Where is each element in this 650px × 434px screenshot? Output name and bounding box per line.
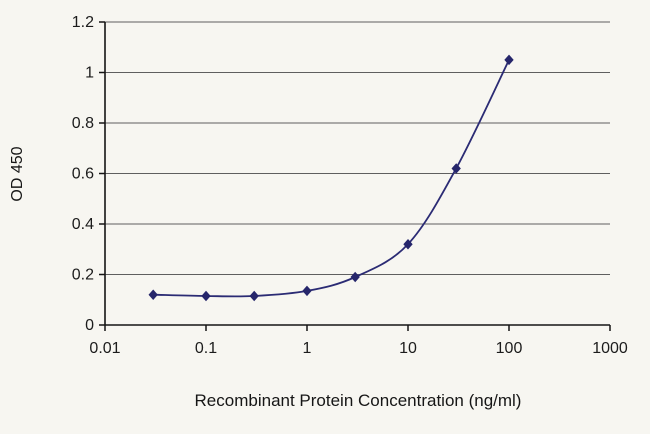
data-point-marker [504,54,514,66]
gridlines [105,21,610,275]
x-tick-label: 1 [303,340,312,357]
y-axis-title: OD 450 [9,146,26,201]
x-tick-label: 0.1 [195,340,217,357]
tick-labels: 0 0.2 0.4 0.6 0.8 1 1.2 0.01 0.1 1 10 100 1000 [72,14,628,357]
data-point-marker [451,163,461,174]
x-tick-label: 10 [399,340,417,357]
y-tick-label: 0.4 [72,216,94,233]
y-tick-label: 0.8 [72,115,94,132]
y-tick-label: 1 [85,65,94,82]
x-tick-label: 100 [496,340,523,357]
axes [99,21,611,331]
x-axis-title: Recombinant Protein Concentration (ng/ml… [195,391,522,410]
y-tick-label: 0 [85,317,94,334]
data-point-marker [201,290,211,302]
data-point-marker [403,238,413,250]
data-point-marker [148,289,158,300]
data-point-marker [302,285,312,297]
data-point-marker [249,290,259,302]
data-point-marker [350,271,360,283]
series-line [153,59,510,298]
data-series [148,54,514,302]
y-tick-label: 1.2 [72,14,94,31]
x-tick-label: 1000 [592,340,628,357]
x-tick-label: 0.01 [89,340,120,357]
y-tick-label: 0.6 [72,166,94,183]
y-tick-label: 0.2 [72,267,94,284]
